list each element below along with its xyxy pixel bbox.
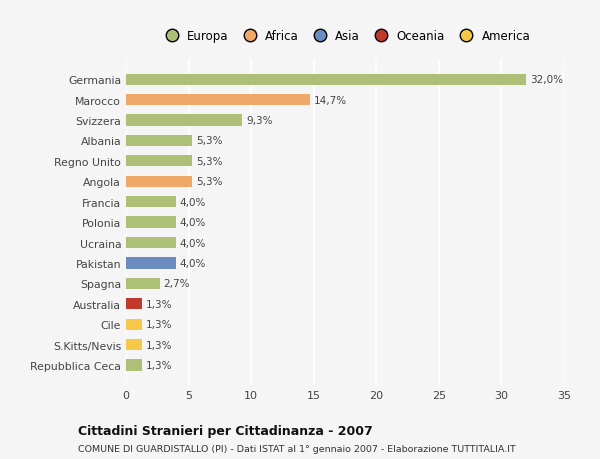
Bar	[126, 217, 176, 228]
Text: 1,3%: 1,3%	[146, 360, 173, 370]
Text: 14,7%: 14,7%	[314, 95, 347, 106]
Bar	[126, 176, 193, 187]
Bar	[126, 196, 176, 208]
Bar	[126, 156, 193, 167]
Text: 9,3%: 9,3%	[246, 116, 272, 126]
Legend: Europa, Africa, Asia, Oceania, America: Europa, Africa, Asia, Oceania, America	[160, 30, 530, 43]
Text: 4,0%: 4,0%	[180, 238, 206, 248]
Bar	[126, 74, 526, 86]
Text: 4,0%: 4,0%	[180, 258, 206, 269]
Bar	[126, 237, 176, 249]
Bar	[126, 95, 310, 106]
Text: 5,3%: 5,3%	[196, 177, 223, 187]
Bar	[126, 135, 193, 147]
Text: COMUNE DI GUARDISTALLO (PI) - Dati ISTAT al 1° gennaio 2007 - Elaborazione TUTTI: COMUNE DI GUARDISTALLO (PI) - Dati ISTAT…	[78, 444, 516, 453]
Text: 4,0%: 4,0%	[180, 218, 206, 228]
Bar	[126, 298, 142, 310]
Text: 4,0%: 4,0%	[180, 197, 206, 207]
Text: 5,3%: 5,3%	[196, 157, 223, 167]
Text: 32,0%: 32,0%	[530, 75, 563, 85]
Text: 5,3%: 5,3%	[196, 136, 223, 146]
Text: 1,3%: 1,3%	[146, 319, 173, 330]
Text: 2,7%: 2,7%	[164, 279, 190, 289]
Text: Cittadini Stranieri per Cittadinanza - 2007: Cittadini Stranieri per Cittadinanza - 2…	[78, 424, 373, 437]
Bar	[126, 258, 176, 269]
Text: 1,3%: 1,3%	[146, 299, 173, 309]
Bar	[126, 359, 142, 371]
Bar	[126, 115, 242, 126]
Text: 1,3%: 1,3%	[146, 340, 173, 350]
Bar	[126, 278, 160, 289]
Bar	[126, 319, 142, 330]
Bar	[126, 339, 142, 350]
